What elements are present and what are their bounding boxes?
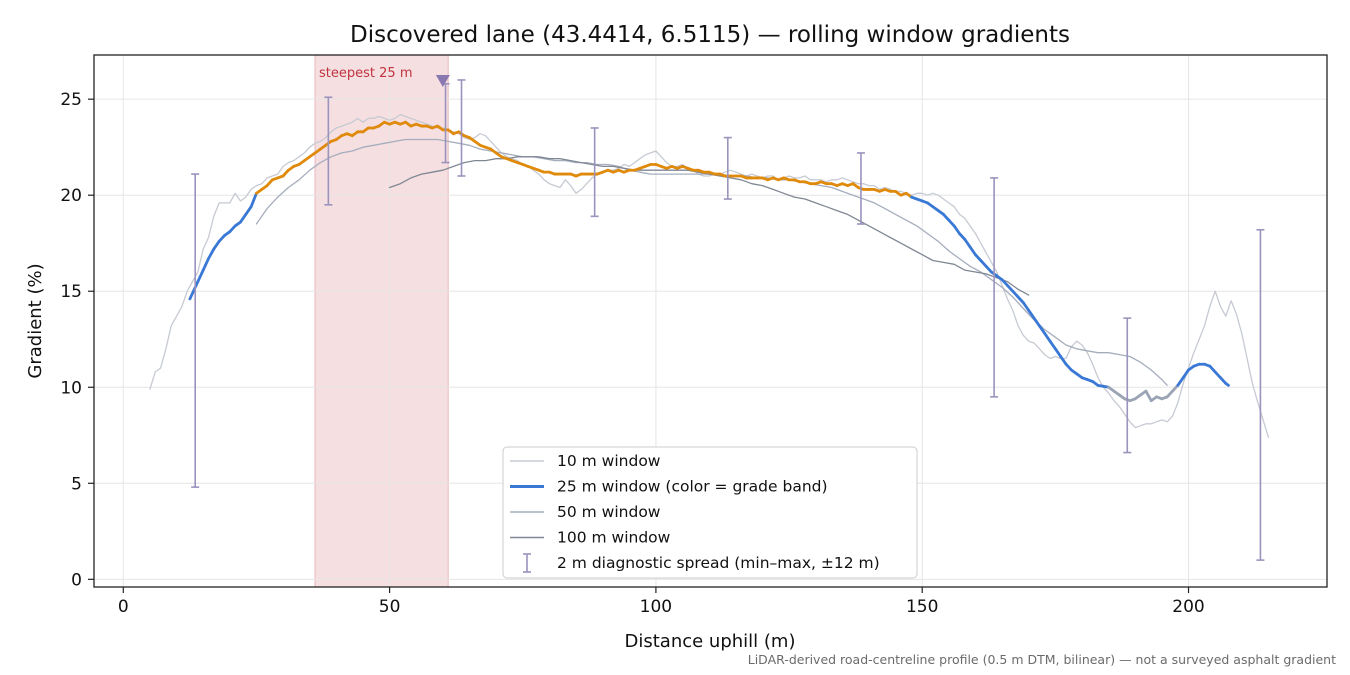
segment-25-m-window	[188, 280, 200, 301]
y-tick-label: 0	[71, 570, 82, 590]
diagnostic-spread-bar	[990, 177, 999, 398]
segment-25-m-window	[1048, 339, 1057, 351]
diagnostic-spread-bar	[324, 96, 333, 206]
legend-item: 25 m window (color = grade band)	[510, 478, 828, 496]
y-tick-label: 10	[60, 378, 82, 398]
legend-item: 10 m window	[510, 452, 661, 470]
diagnostic-spread-bar	[723, 136, 732, 200]
y-tick-label: 20	[60, 186, 82, 206]
legend: 10 m window 25 m window (color = grade ba…	[502, 446, 918, 579]
diagnostic-spread-bars	[191, 79, 1265, 561]
y-tick-label: 5	[71, 474, 82, 494]
segment-25-m-window	[1053, 347, 1063, 358]
diagnostic-spread-bar	[1123, 317, 1132, 454]
segment-25-m-window	[963, 237, 972, 249]
legend-label: 100 m window	[557, 529, 671, 547]
segment-25-m-window	[201, 257, 210, 272]
legend-item: 2 m diagnostic spread (min–max, ±12 m)	[523, 553, 880, 573]
legend-label: 25 m window (color = grade band)	[557, 478, 828, 496]
segment-25-m-window	[1224, 382, 1230, 387]
diagnostic-spread-bar	[590, 127, 599, 218]
segment-25-m-window	[196, 268, 205, 284]
segment-25-m-window	[1059, 355, 1068, 366]
legend-item: 100 m window	[510, 529, 671, 547]
segment-25-m-window	[249, 191, 258, 209]
chart-title: Discovered lane (43.4414, 6.5115) — roll…	[350, 22, 1070, 48]
legend-label: 50 m window	[557, 503, 661, 521]
y-axis-label: Gradient (%)	[25, 263, 46, 378]
segment-25-m-window	[1037, 324, 1047, 335]
segment-25-m-window	[212, 239, 221, 251]
steepest-marker	[435, 74, 450, 87]
x-tick-label: 100	[640, 597, 672, 617]
segment-25-m-window	[1043, 332, 1052, 343]
segment-25-m-window	[1181, 368, 1190, 380]
y-tick-label: 15	[60, 282, 82, 302]
segment-25-m-window	[207, 247, 216, 260]
x-tick-label: 150	[906, 597, 938, 617]
y-tick-label: 25	[60, 90, 82, 110]
diagnostic-spread-bar	[1256, 228, 1265, 561]
segment-25-m-window	[1176, 376, 1185, 387]
legend-box	[502, 446, 918, 579]
segment-25-m-window	[239, 213, 248, 224]
diagnostic-spread-bar	[191, 173, 200, 488]
series-layer	[149, 113, 1270, 438]
x-tick-label: 200	[1172, 597, 1204, 617]
diagnostic-spread-bar	[856, 152, 865, 225]
x-axis-label: Distance uphill (m)	[625, 631, 796, 652]
axis-ticks: 0 50 100 150 200 0 5 10 15 20 25	[60, 90, 1204, 617]
grid-lines	[94, 55, 1327, 587]
series-25-m-window	[188, 120, 1230, 403]
legend-label: 2 m diagnostic spread (min–max, ±12 m)	[557, 554, 880, 572]
series-100-m-window	[388, 156, 1030, 296]
steepest-window-band	[314, 54, 449, 588]
footnote: LiDAR-derived road-centreline profile (0…	[748, 652, 1336, 667]
segment-25-m-window	[244, 205, 253, 216]
x-tick-label: 0	[118, 597, 129, 617]
segment-25-m-window	[1144, 389, 1153, 403]
legend-label: 10 m window	[557, 452, 661, 470]
segment-25-m-window	[1032, 316, 1041, 328]
segment-25-m-window	[1022, 301, 1031, 312]
legend-item: 50 m window	[510, 503, 661, 521]
segment-25-m-window	[968, 245, 977, 257]
series-10-m-window	[149, 113, 1270, 438]
x-tick-label: 50	[379, 597, 401, 617]
axes-frame	[93, 54, 1328, 588]
segment-25-m-window	[952, 224, 961, 236]
diagnostic-spread-bar	[457, 79, 466, 177]
steepest-label: steepest 25 m	[319, 66, 412, 81]
segment-25-m-window	[1027, 309, 1036, 320]
